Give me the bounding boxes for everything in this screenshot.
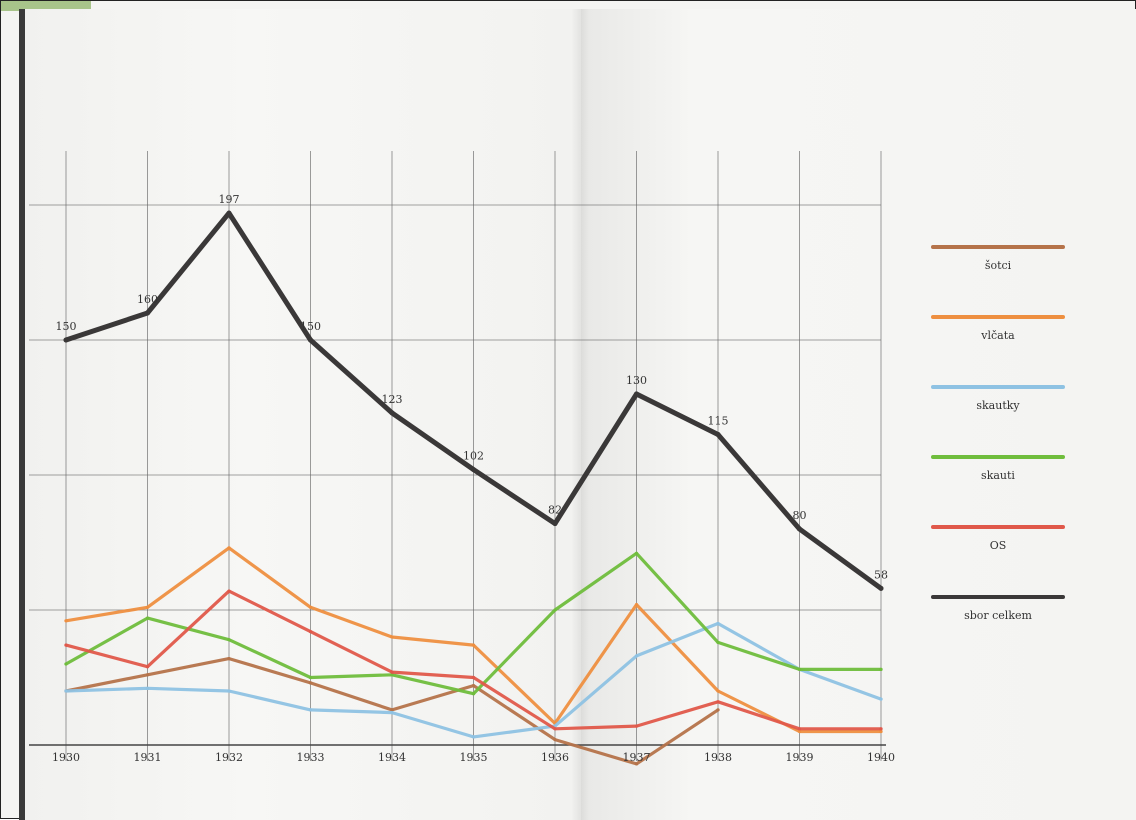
data-point-sbor-celkem: [797, 526, 802, 532]
data-point-skauti: [227, 638, 231, 642]
legend-label-os: OS: [990, 539, 1007, 552]
x-tick-label: 1934: [378, 751, 406, 764]
scan-edge-mark: [1, 1, 91, 11]
data-point-sbor-celkem: [389, 410, 395, 416]
data-point-os: [716, 700, 720, 704]
data-point-vlcata: [64, 619, 68, 623]
data-point-skautky: [471, 735, 476, 739]
data-point-skautky: [390, 711, 394, 715]
data-point-sbor-celkem: [878, 585, 884, 591]
x-tick-label: 1932: [215, 751, 243, 764]
data-point-sbor-celkem: [308, 337, 313, 343]
data-point-os: [634, 724, 639, 728]
data-point-sbor-celkem: [63, 337, 69, 343]
data-point-sotci: [390, 708, 394, 712]
data-point-skauti: [145, 616, 150, 620]
x-tick-label: 1939: [786, 751, 814, 764]
data-label: 82: [548, 504, 562, 517]
x-tick-label: 1938: [704, 751, 732, 764]
data-point-skauti: [553, 608, 557, 612]
data-point-os: [308, 630, 313, 634]
data-label: 58: [874, 568, 888, 581]
data-point-sbor-celkem: [552, 521, 558, 527]
left-page: [25, 9, 581, 820]
data-point-vlcata: [308, 605, 313, 609]
chart-legend: šotci vlčata skautky skauti OS sbor celkem: [931, 245, 1065, 622]
chart-series: [63, 210, 884, 766]
x-tick-label: 1933: [297, 751, 325, 764]
chart-data-labels: 150 160 197 150 123 102 82 130 115 80 58: [56, 193, 889, 581]
data-point-sbor-celkem: [634, 391, 639, 397]
data-point-os: [797, 727, 802, 731]
data-point-vlcata: [390, 635, 394, 639]
data-point-skautky: [64, 689, 68, 693]
data-point-skauti: [64, 662, 68, 666]
data-point-skauti: [716, 640, 720, 645]
data-point-vlcata: [634, 603, 639, 607]
data-point-skautky: [634, 654, 639, 658]
page-edge: [19, 9, 25, 820]
data-point-os: [553, 727, 557, 731]
data-point-skautky: [716, 621, 720, 626]
data-label: 130: [626, 374, 647, 387]
legend-label-skauti: skauti: [981, 469, 1015, 482]
data-point-skautky: [145, 686, 150, 690]
data-point-sbor-celkem: [226, 210, 232, 216]
data-point-skauti: [879, 667, 883, 672]
data-label: 102: [463, 450, 484, 463]
data-label: 150: [56, 320, 77, 333]
data-point-vlcata: [145, 605, 150, 609]
legend-label-sotci: šotci: [985, 259, 1012, 272]
data-point-sotci: [634, 762, 639, 766]
legend-label-sbor-celkem: sbor celkem: [964, 609, 1032, 622]
data-point-os: [145, 665, 150, 669]
x-tick-label: 1940: [867, 751, 895, 764]
data-point-skautky: [879, 697, 883, 701]
data-label: 197: [219, 193, 240, 206]
x-tick-label: 1935: [460, 751, 488, 764]
x-tick-label: 1937: [623, 751, 651, 764]
x-tick-label: 1931: [134, 751, 162, 764]
book-binding: [571, 9, 589, 820]
data-point-sotci: [308, 681, 313, 685]
data-label: 160: [137, 293, 158, 306]
data-point-vlcata: [471, 643, 476, 647]
data-point-skauti: [634, 551, 639, 555]
data-point-skautky: [308, 708, 313, 712]
data-point-sotci: [471, 684, 476, 688]
data-point-skauti: [471, 692, 476, 696]
data-point-vlcata: [879, 729, 883, 734]
data-point-sbor-celkem: [145, 310, 150, 316]
data-point-skauti: [390, 673, 394, 677]
chart-x-axis: 1930 1931 1932 1933 1934 1935 1936 1937 1938 1939…: [52, 751, 895, 764]
x-tick-label: 1936: [541, 751, 569, 764]
data-point-vlcata: [716, 689, 720, 693]
data-label: 115: [708, 415, 729, 428]
data-point-os: [390, 670, 394, 674]
data-label: 123: [382, 393, 403, 406]
data-label: 150: [300, 320, 321, 333]
data-label: 80: [793, 509, 807, 522]
data-point-sotci: [145, 673, 150, 677]
data-point-os: [879, 727, 883, 731]
data-point-sbor-celkem: [471, 467, 476, 473]
x-tick-label: 1930: [52, 751, 80, 764]
data-point-os: [227, 589, 231, 593]
data-point-sotci: [227, 657, 231, 661]
data-point-vlcata: [797, 729, 802, 734]
legend-label-skautky: skautky: [976, 399, 1020, 412]
legend-label-vlcata: vlčata: [980, 329, 1015, 342]
data-point-skauti: [308, 675, 313, 680]
data-point-os: [471, 675, 476, 680]
data-point-sbor-celkem: [715, 432, 721, 437]
data-point-sotci: [553, 738, 557, 742]
data-point-os: [64, 643, 68, 647]
data-point-vlcata: [227, 546, 231, 550]
data-point-skautky: [227, 689, 231, 693]
data-point-skauti: [797, 667, 802, 672]
data-point-sotci: [716, 708, 720, 712]
